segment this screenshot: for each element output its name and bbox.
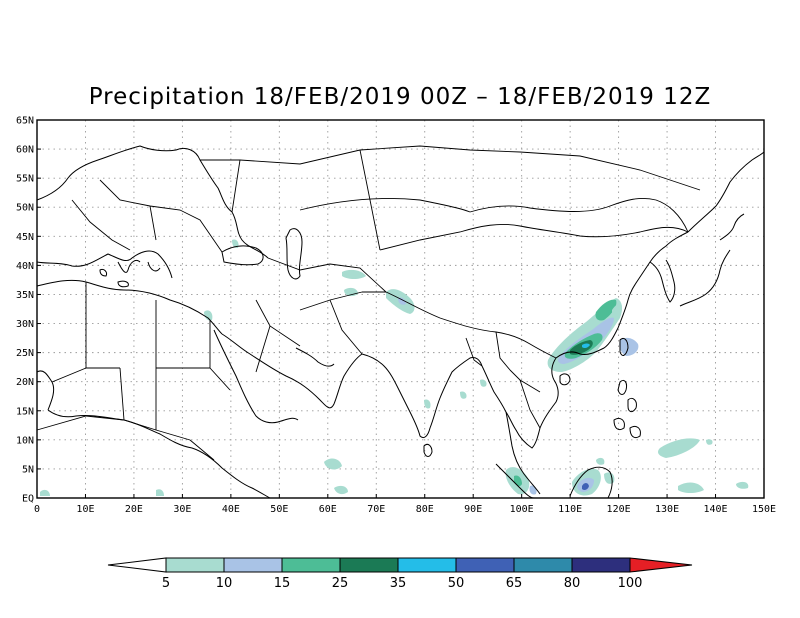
lon-label: 110E: [558, 504, 582, 515]
colorbar-swatch: [397, 557, 457, 573]
lat-label: 15N: [16, 406, 34, 417]
coast-persian-gulf: [295, 347, 335, 367]
lat-label: 40N: [16, 261, 34, 272]
colorbar-label: 25: [332, 576, 349, 591]
coast-red-sea: [213, 329, 299, 424]
coast-india: [361, 353, 483, 439]
lat-label: EQ: [22, 494, 34, 505]
lon-label: 120E: [607, 504, 631, 515]
islands-mediterranean: [99, 269, 129, 288]
colorbar-swatch: [223, 557, 283, 573]
coastlines: [36, 145, 765, 499]
precip-region-pacific: [658, 438, 749, 493]
precip-region-borneo: [572, 457, 615, 496]
precipitation-shading: [40, 239, 749, 496]
lon-label: 30E: [173, 504, 191, 515]
lat-label: 55N: [16, 174, 34, 185]
lon-label: 90E: [464, 504, 482, 515]
island-srilanka: [423, 443, 433, 457]
graticule: [37, 120, 764, 498]
coast-europe: [36, 145, 269, 279]
lat-label: 5N: [22, 464, 34, 475]
lon-label: 140E: [703, 504, 727, 515]
lat-label: 65N: [16, 116, 34, 127]
colorbar-label: 50: [448, 576, 465, 591]
lat-label: 45N: [16, 232, 34, 243]
lon-label: 0: [34, 504, 40, 515]
lon-label: 60E: [319, 504, 337, 515]
colorbar-swatch: [281, 557, 341, 573]
coast-china: [555, 231, 689, 359]
lat-label: 60N: [16, 145, 34, 156]
lat-label: 20N: [16, 377, 34, 388]
colorbar-label: 15: [274, 576, 291, 591]
colorbar-label: 100: [618, 576, 643, 591]
coast-africa-north: [36, 279, 271, 499]
colorbar-max-arrow: [629, 557, 693, 573]
islands-japan: [679, 213, 745, 307]
coast-far-east: [687, 151, 765, 233]
lat-label: 50N: [16, 203, 34, 214]
colorbar-min-arrow: [107, 557, 167, 573]
island-borneo: [569, 466, 613, 499]
coast-arabia: [221, 333, 363, 409]
lon-label: 70E: [367, 504, 385, 515]
colorbar-label: 5: [162, 576, 170, 591]
lon-label: 40E: [222, 504, 240, 515]
colorbar-label: 35: [390, 576, 407, 591]
lon-label: 20E: [125, 504, 143, 515]
coast-korea: [649, 259, 676, 303]
lon-label: 10E: [76, 504, 94, 515]
colorbar-swatch: [455, 557, 515, 573]
lat-label: 30N: [16, 319, 34, 330]
lon-label: 130E: [655, 504, 679, 515]
colorbar: 5 10 15 25 35 50 65 80 100: [107, 557, 693, 591]
lon-label: 150E: [752, 504, 776, 515]
precip-region-sumatra: [505, 467, 537, 495]
longitude-labels: 0 10E 20E 30E 40E 50E 60E 70E 80E 90E 100E 110E 120E…: [34, 494, 776, 515]
precip-region-misc: [40, 239, 487, 496]
islands-philippines: [613, 379, 641, 439]
colorbar-swatch: [571, 557, 631, 573]
island-taiwan: [619, 337, 629, 356]
lat-label: 25N: [16, 348, 34, 359]
colorbar-swatch: [513, 557, 573, 573]
island-sumatra: [495, 463, 535, 499]
coast-malay: [505, 411, 541, 495]
lon-label: 80E: [416, 504, 434, 515]
colorbar-label: 10: [216, 576, 233, 591]
map-title: Precipitation 18/FEB/2019 00Z – 18/FEB/2…: [88, 84, 712, 110]
caspian-sea: [285, 228, 303, 280]
black-sea: [221, 245, 264, 266]
lat-label: 35N: [16, 290, 34, 301]
latitude-labels: EQ 5N 10N 15N 20N 25N 30N 35N 40N 45N 50N 55N 60N 65N: [16, 116, 41, 505]
colorbar-label: 80: [564, 576, 581, 591]
map-frame: [36, 119, 765, 499]
lon-label: 100E: [510, 504, 534, 515]
colorbar-label: 65: [506, 576, 523, 591]
island-hainan: [559, 373, 571, 386]
country-borders: [36, 145, 701, 461]
colorbar-swatch: [165, 557, 225, 573]
coast-indochina: [481, 357, 559, 449]
lon-label: 50E: [270, 504, 288, 515]
colorbar-swatch: [339, 557, 399, 573]
lat-label: 10N: [16, 435, 34, 446]
